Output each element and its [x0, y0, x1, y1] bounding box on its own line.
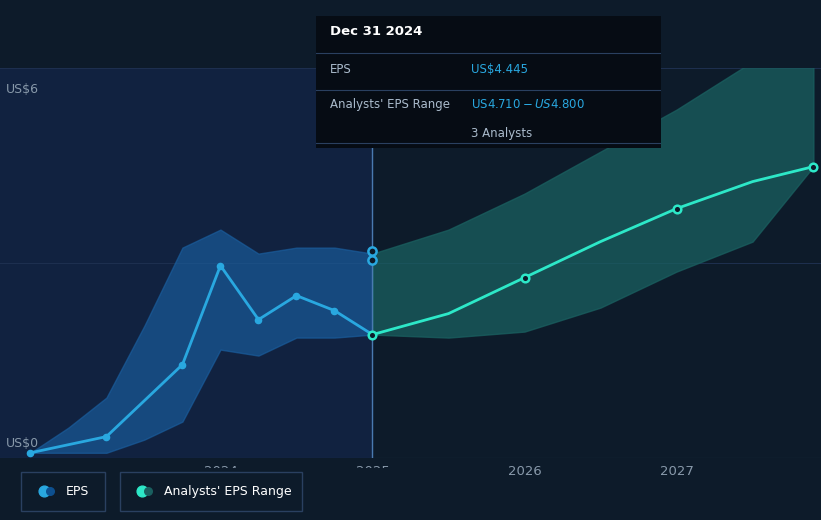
Text: EPS: EPS [66, 485, 89, 498]
Point [100, 433, 113, 441]
Text: Actual: Actual [329, 80, 366, 93]
Point [142, 487, 155, 496]
Point [670, 204, 683, 213]
Bar [0, 68, 373, 458]
Text: Analysts' EPS Range: Analysts' EPS Range [330, 98, 450, 111]
Text: Analysts' EPS Range: Analysts' EPS Range [164, 485, 291, 498]
Point [366, 255, 379, 264]
Point [366, 330, 379, 339]
Point [366, 246, 379, 255]
Text: US$0: US$0 [6, 437, 39, 450]
Text: Dec 31 2024: Dec 31 2024 [330, 25, 422, 38]
Point [366, 330, 379, 339]
Point [807, 162, 820, 171]
Point [176, 360, 189, 369]
Point [214, 262, 227, 270]
Point [44, 487, 57, 496]
FancyBboxPatch shape [120, 472, 302, 511]
Text: US$6: US$6 [6, 83, 39, 96]
Point [290, 291, 303, 300]
Point [518, 274, 531, 282]
Text: Analysts Forecasts: Analysts Forecasts [378, 80, 488, 93]
Point [328, 306, 341, 315]
Text: EPS: EPS [330, 63, 351, 76]
Point [24, 449, 37, 457]
Text: US$4.710 - US$4.800: US$4.710 - US$4.800 [471, 98, 585, 111]
FancyBboxPatch shape [21, 472, 105, 511]
Point [37, 487, 50, 496]
Point [135, 487, 149, 496]
Point [252, 316, 265, 324]
Text: 3 Analysts: 3 Analysts [471, 127, 533, 140]
Text: US$4.445: US$4.445 [471, 63, 528, 76]
